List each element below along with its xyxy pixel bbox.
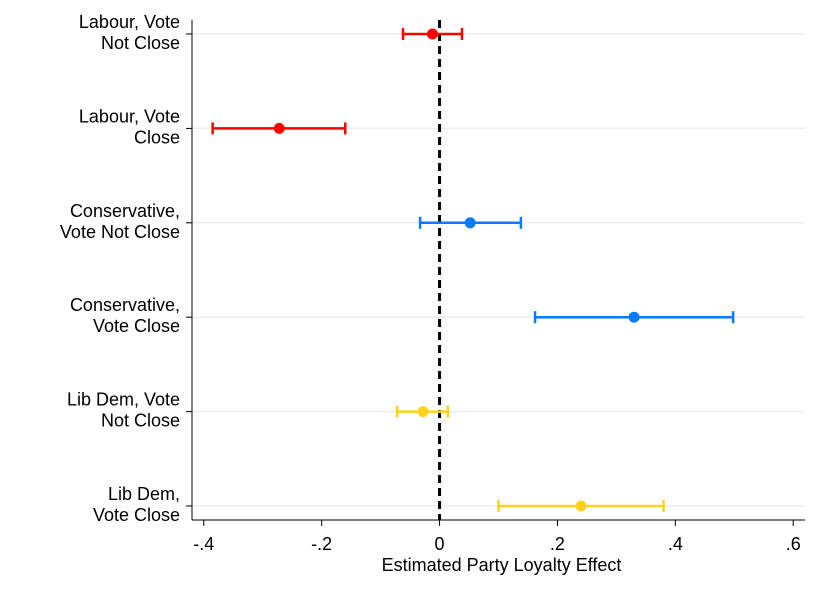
point-estimate — [273, 122, 285, 134]
category-label-line: Lib Dem, — [108, 484, 180, 504]
category-label-line: Vote Close — [93, 316, 180, 336]
category-label-line: Vote Close — [93, 505, 180, 525]
axes — [186, 20, 805, 526]
category-label: Conservative, Vote Close — [70, 295, 180, 336]
category-label-line: Conservative, — [70, 201, 180, 221]
point-estimate — [464, 217, 476, 229]
category-label-line: Vote Not Close — [60, 222, 180, 242]
x-tick-label: .2 — [550, 534, 565, 554]
category-label: Labour, Vote Close — [79, 106, 180, 147]
category-label-line: Not Close — [101, 411, 180, 431]
x-tick-label: 0 — [435, 534, 445, 554]
x-tick-label: .6 — [786, 534, 801, 554]
category-label-line: Conservative, — [70, 295, 180, 315]
category-label: Labour, Vote Not Close — [79, 12, 180, 53]
category-label-line: Labour, Vote — [79, 12, 180, 32]
x-tick-label: -.2 — [311, 534, 332, 554]
point-estimate — [628, 311, 640, 323]
category-label: Conservative, Vote Not Close — [60, 201, 180, 242]
x-tick-label: -.4 — [193, 534, 214, 554]
x-tick-label: .4 — [668, 534, 683, 554]
x-axis-label: Estimated Party Loyalty Effect — [382, 555, 622, 575]
category-label-line: Labour, Vote — [79, 106, 180, 126]
category-label-line: Not Close — [101, 33, 180, 53]
point-estimate — [426, 28, 438, 40]
point-estimate — [417, 406, 429, 418]
category-label-line: Lib Dem, Vote — [67, 390, 180, 410]
category-label: Lib Dem, Vote Not Close — [67, 390, 180, 431]
data-points — [211, 28, 735, 512]
gridlines — [192, 33, 805, 507]
category-label: Lib Dem, Vote Close — [93, 484, 180, 525]
category-label-line: Close — [134, 127, 180, 147]
point-estimate — [575, 500, 587, 512]
